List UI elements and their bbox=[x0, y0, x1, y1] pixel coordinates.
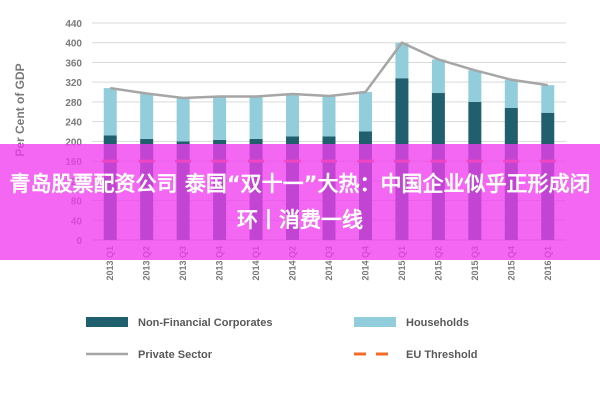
legend-label: Non-Financial Corporates bbox=[138, 317, 272, 329]
x-tick-label: 2016 Q1 bbox=[543, 246, 553, 281]
bar-households bbox=[395, 42, 409, 79]
private-sector-line bbox=[110, 41, 548, 100]
bar-households bbox=[358, 92, 372, 132]
x-tick-label: 2014 Q4 bbox=[360, 246, 370, 281]
legend-item: EU Threshold bbox=[354, 349, 478, 361]
bar-households bbox=[176, 97, 190, 142]
x-tick-label: 2013 Q2 bbox=[142, 246, 152, 281]
bar-households bbox=[431, 59, 445, 94]
bar-households bbox=[286, 94, 300, 137]
x-tick-label: 2014 Q1 bbox=[251, 246, 261, 281]
x-tick-label: 2015 Q1 bbox=[397, 246, 407, 281]
y-tick-label: 240 bbox=[65, 118, 82, 129]
y-tick-label: 320 bbox=[65, 78, 82, 89]
x-tick-label: 2013 Q3 bbox=[178, 246, 188, 281]
x-tick-label: 2015 Q4 bbox=[506, 246, 516, 281]
legend-label: EU Threshold bbox=[406, 349, 478, 361]
x-tick-label: 2015 Q2 bbox=[433, 246, 443, 281]
x-tick-label: 2013 Q1 bbox=[105, 246, 115, 281]
y-tick-label: 440 bbox=[65, 19, 82, 30]
caption-overlay: 青岛股票配资公司 泰国“双十一”大热：中国企业似乎正形成闭环丨消费一线 bbox=[0, 144, 600, 260]
legend-label: Private Sector bbox=[138, 349, 213, 361]
bar-households bbox=[213, 96, 227, 140]
legend-item: Private Sector bbox=[86, 349, 213, 361]
y-tick-label: 200 bbox=[65, 137, 82, 148]
bar-households bbox=[468, 70, 482, 102]
legend-swatch bbox=[354, 317, 396, 327]
legend-item: Non-Financial Corporates bbox=[86, 317, 272, 329]
x-tick-label: 2015 Q3 bbox=[470, 246, 480, 281]
caption-text: 青岛股票配资公司 泰国“双十一”大热：中国企业似乎正形成闭环丨消费一线 bbox=[9, 172, 591, 232]
x-tick-label: 2014 Q2 bbox=[288, 246, 298, 281]
x-tick-label: 2014 Q3 bbox=[324, 246, 334, 281]
bar-households bbox=[541, 85, 555, 113]
private-sector-line-group bbox=[110, 41, 548, 100]
legend-label: Households bbox=[406, 317, 469, 329]
y-tick-label: 360 bbox=[65, 58, 82, 69]
legend: Non-Financial Corporates Households Privat… bbox=[86, 317, 478, 361]
bar-households bbox=[103, 88, 117, 136]
x-tick-label: 2013 Q4 bbox=[215, 246, 225, 281]
y-axis-label: Per Cent of GDP bbox=[13, 63, 27, 156]
legend-swatch bbox=[86, 317, 128, 327]
bar-households bbox=[140, 93, 154, 139]
bar-households bbox=[322, 95, 336, 137]
bar-households bbox=[249, 96, 263, 139]
y-tick-label: 400 bbox=[65, 39, 82, 50]
x-tick-labels: 2013 Q1 2013 Q2 2013 Q3 2013 Q4 2014 Q1 2014 … bbox=[105, 246, 553, 281]
legend-item: Households bbox=[354, 317, 469, 329]
bar-households bbox=[504, 79, 518, 108]
y-tick-label: 280 bbox=[65, 98, 82, 109]
